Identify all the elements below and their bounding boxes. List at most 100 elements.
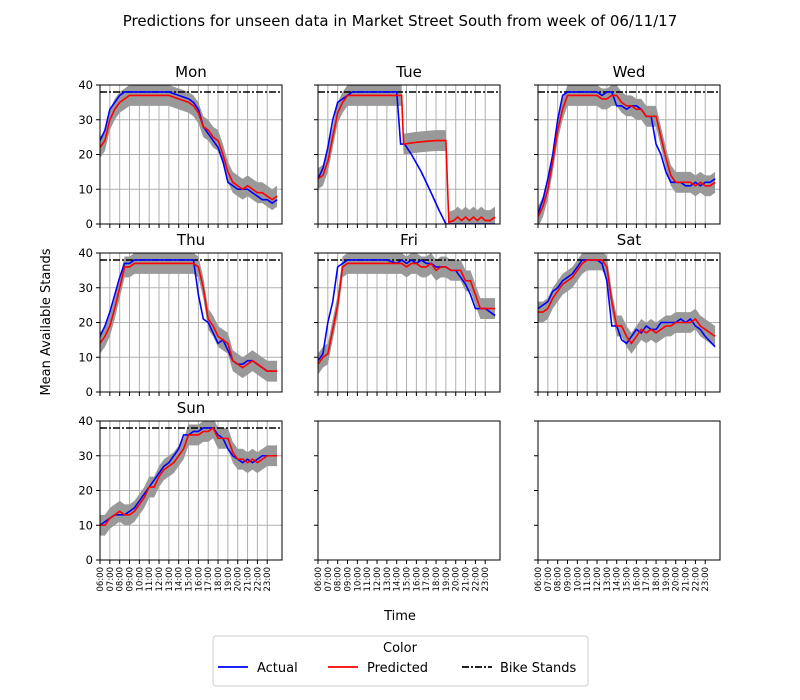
panels: Mon 0 10 20 30 40 Tue Wed Thu 0 10 20 30 40 Fri Sat Sun 0…: [78, 63, 721, 592]
x-tick-label: 06:00: [314, 567, 324, 592]
x-axis-label: Time: [383, 609, 416, 624]
y-axis-label: Mean Available Stands: [39, 248, 54, 395]
panel-title: Tue: [395, 63, 422, 81]
x-tick-label: 22:00: [253, 567, 263, 592]
actual-line: [538, 91, 716, 214]
panel-title: Mon: [175, 63, 207, 81]
y-tick-label: 10: [78, 350, 93, 364]
panel-title: Fri: [400, 231, 418, 249]
x-tick-label: 06:00: [534, 567, 544, 592]
x-tick-label: 13:00: [165, 567, 175, 592]
panel-mon: Mon 0 10 20 30 40: [78, 63, 283, 231]
legend-label-stands: Bike Stands: [500, 661, 577, 676]
legend-title: Color: [383, 641, 418, 656]
prediction-band: [318, 85, 496, 224]
legend: Color Actual Predicted Bike Stands: [212, 635, 589, 687]
x-tick-label: 23:00: [701, 567, 711, 592]
panel-frame: [537, 420, 721, 561]
x-tick-label: 19:00: [662, 567, 672, 592]
x-tick-label: 09:00: [564, 567, 574, 592]
x-tick-label: 09:00: [344, 567, 354, 592]
legend-box: [212, 635, 589, 687]
x-tick-label: 08:00: [334, 567, 344, 592]
x-tick-label: 20:00: [452, 567, 462, 592]
x-tick-label: 14:00: [613, 567, 623, 592]
x-tick-label: 07:00: [106, 567, 116, 592]
predicted-line: [538, 259, 716, 345]
y-tick-label: 20: [78, 484, 93, 498]
actual-line: [100, 259, 278, 372]
predicted-line: [100, 94, 278, 201]
y-tick-label: 40: [78, 78, 93, 92]
predicted-line: [318, 94, 496, 224]
x-tick-label: 06:00: [96, 567, 106, 592]
x-tick-label: 21:00: [244, 567, 254, 592]
x-tick-label: 10:00: [573, 567, 583, 592]
x-tick-label: 13:00: [383, 567, 393, 592]
x-tick-label: 18:00: [652, 567, 662, 592]
y-tick-label: 30: [78, 281, 93, 295]
x-tick-label: 16:00: [632, 567, 642, 592]
x-tick-label: 20:00: [234, 567, 244, 592]
prediction-band: [100, 85, 278, 211]
x-tick-label: 23:00: [481, 567, 491, 592]
x-tick-label: 12:00: [373, 567, 383, 592]
x-tick-label: 10:00: [135, 567, 145, 592]
x-tick-label: 18:00: [214, 567, 224, 592]
y-tick-label: 0: [86, 553, 93, 567]
x-tick-label: 18:00: [432, 567, 442, 592]
panel-title: Sat: [617, 231, 642, 249]
y-tick-label: 20: [78, 316, 93, 330]
prediction-band: [538, 85, 716, 224]
predicted-line: [318, 262, 496, 365]
predicted-line: [100, 426, 278, 527]
y-tick-label: 10: [78, 518, 93, 532]
panel-frame: [317, 420, 501, 561]
panel-sat: Sat: [534, 231, 721, 396]
x-tick-label: 13:00: [603, 567, 613, 592]
x-tick-label: 21:00: [462, 567, 472, 592]
panel-wed: Wed: [534, 63, 721, 228]
predicted-line: [100, 262, 278, 372]
x-tick-label: 19:00: [224, 567, 234, 592]
y-tick-label: 0: [86, 385, 93, 399]
chart-title: Predictions for unseen data in Market St…: [123, 12, 678, 30]
x-tick-label: 22:00: [691, 567, 701, 592]
y-tick-label: 30: [78, 449, 93, 463]
x-tick-label: 15:00: [185, 567, 195, 592]
x-tick-label: 15:00: [403, 567, 413, 592]
panel-fri: Fri: [314, 231, 501, 396]
x-tick-label: 11:00: [363, 567, 373, 592]
x-tick-label: 20:00: [672, 567, 682, 592]
x-tick-label: 15:00: [623, 567, 633, 592]
panel-title: Sun: [177, 399, 206, 417]
panel-sun: Sun 0 10 20 30 40 06:00 07:00 08:00 09:00 10:00 11:…: [78, 399, 283, 592]
x-tick-label: 10:00: [353, 567, 363, 592]
predicted-line: [538, 94, 716, 218]
panel-thu: Thu 0 10 20 30 40: [78, 231, 283, 399]
panel-title: Thu: [176, 231, 205, 249]
x-tick-label: 12:00: [155, 567, 165, 592]
actual-line: [318, 91, 496, 224]
x-tick-label: 17:00: [642, 567, 652, 592]
x-tick-label: 11:00: [583, 567, 593, 592]
x-tick-label: 23:00: [263, 567, 273, 592]
x-tick-label: 17:00: [422, 567, 432, 592]
x-tick-label: 17:00: [204, 567, 214, 592]
actual-line: [100, 427, 278, 526]
panel-title: Wed: [613, 63, 646, 81]
x-tick-label: 08:00: [116, 567, 126, 592]
x-tick-label: 08:00: [554, 567, 564, 592]
x-tick-label: 07:00: [544, 567, 554, 592]
panel-empty-8: 06:00 07:00 08:00 09:00 10:00 11:00 12:00 13:00…: [534, 420, 721, 592]
y-tick-label: 40: [78, 414, 93, 428]
y-tick-label: 40: [78, 246, 93, 260]
panel-empty-7: 06:00 07:00 08:00 09:00 10:00 11:00 12:00 13:00…: [314, 420, 501, 592]
x-tick-label: 11:00: [145, 567, 155, 592]
x-tick-label: 16:00: [194, 567, 204, 592]
prediction-band: [318, 253, 496, 375]
prediction-band: [538, 253, 716, 354]
x-tick-label: 14:00: [393, 567, 403, 592]
y-tick-label: 10: [78, 182, 93, 196]
